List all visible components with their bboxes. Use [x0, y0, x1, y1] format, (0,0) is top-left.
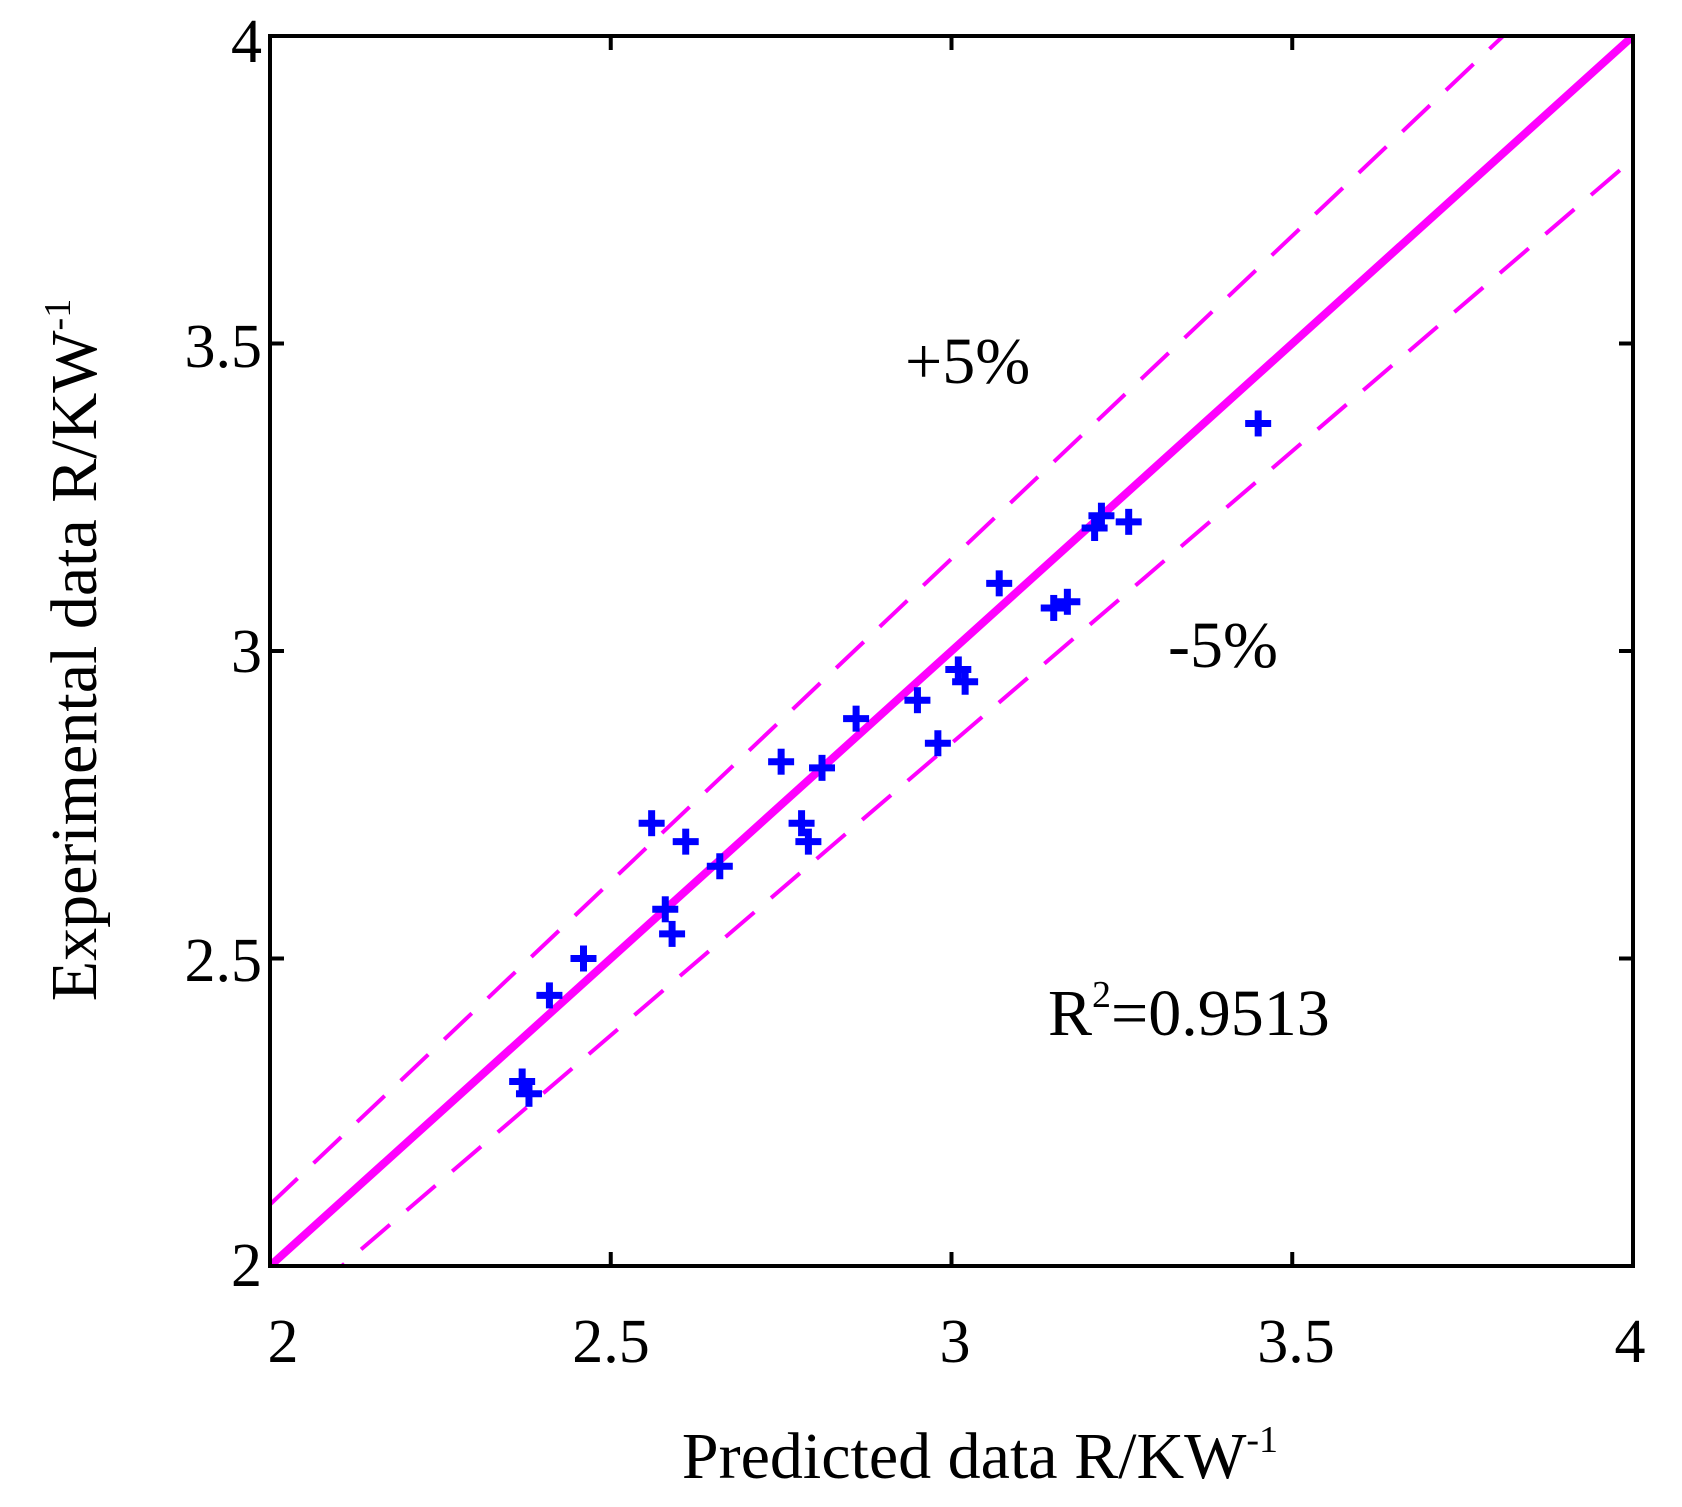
- tolerance-line: [270, 36, 1507, 1206]
- data-point: [652, 896, 679, 923]
- data-point: [924, 730, 951, 757]
- plus5-label: +5%: [905, 325, 1030, 398]
- identity-line: [270, 36, 1633, 1266]
- data-point: [706, 853, 733, 880]
- data-point: [638, 810, 665, 837]
- data-point: [809, 754, 836, 781]
- minus5-label: -5%: [1168, 609, 1278, 682]
- y-axis-title-base: Experimental data R/KW: [38, 330, 111, 1001]
- x-axis-title-sup: -1: [1246, 1419, 1278, 1461]
- data-point: [1040, 594, 1067, 621]
- x-tick-label: 2: [268, 1308, 299, 1376]
- data-point: [570, 945, 597, 972]
- data-point: [672, 828, 699, 855]
- x-tick-labels: 2 2.5 3 3.5 4: [268, 1308, 1646, 1376]
- data-point: [1054, 588, 1081, 615]
- data-point: [795, 828, 822, 855]
- y-tick-label: 2: [231, 1232, 262, 1300]
- data-point: [768, 748, 795, 775]
- data-point: [1088, 502, 1115, 529]
- x-tick-label: 4: [1615, 1308, 1646, 1376]
- axis-ticks: [268, 34, 1635, 1268]
- r-squared-value: =0.9513: [1111, 977, 1330, 1050]
- r-squared-base: R: [1048, 977, 1092, 1050]
- y-tick-label: 2.5: [185, 927, 263, 995]
- data-point: [952, 668, 979, 695]
- y-tick-label: 3.5: [185, 313, 263, 381]
- data-point: [904, 687, 931, 714]
- r-squared-sup: 2: [1092, 974, 1111, 1016]
- data-point: [536, 982, 563, 1009]
- data-point: [1115, 508, 1142, 535]
- x-tick-label: 2.5: [572, 1308, 650, 1376]
- y-tick-label: 3: [231, 618, 262, 686]
- y-tick-label: 4: [231, 8, 262, 76]
- x-tick-label: 3: [940, 1308, 971, 1376]
- reference-lines: [270, 36, 1633, 1266]
- data-points: [509, 410, 1272, 1107]
- data-point: [1245, 410, 1272, 437]
- data-point: [843, 705, 870, 732]
- r-squared-label: R2=0.9513: [1048, 974, 1330, 1050]
- data-point: [659, 920, 686, 947]
- y-tick-labels: 2 2.5 3 3.5 4: [185, 8, 263, 1300]
- data-point: [986, 570, 1013, 597]
- x-axis-title: Predicted data R/KW-1: [682, 1419, 1278, 1493]
- x-tick-label: 3.5: [1257, 1308, 1335, 1376]
- data-point: [788, 810, 815, 837]
- x-axis-title-base: Predicted data R/KW: [682, 1420, 1247, 1493]
- data-point: [515, 1080, 542, 1107]
- y-axis-title: Experimental data R/KW-1: [37, 299, 111, 1001]
- y-axis-title-sup: -1: [37, 299, 79, 331]
